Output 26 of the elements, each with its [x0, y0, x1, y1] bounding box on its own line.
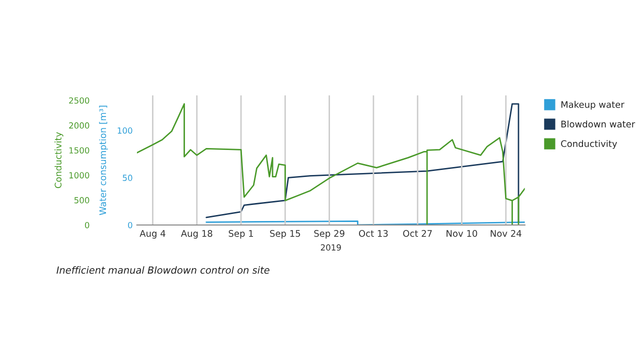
y-tick-label: 2500 — [69, 97, 90, 104]
y2-tick-label: 50 — [122, 174, 132, 181]
y-tick-label: 500 — [74, 197, 90, 204]
x-tick-label: Oct 27 — [403, 230, 432, 237]
y-tick-label: 1000 — [69, 172, 90, 178]
x-tick-label: Nov 10 — [446, 230, 478, 237]
x-tick-label: Sep 1 — [228, 230, 253, 239]
y-tick-label: 1500 — [69, 147, 90, 154]
x-axis-title: 2019 — [320, 244, 341, 251]
x-tick-label: Nov 24 — [490, 230, 522, 237]
legend-label: Conductivity — [561, 140, 618, 149]
y2-axis-title: Water consumption [m³] — [99, 106, 108, 216]
y2-tick-label: 100 — [118, 127, 132, 134]
y2-tick-label: 0 — [128, 222, 132, 228]
line-series — [136, 103, 525, 225]
legend-label: Blowdown water — [561, 120, 636, 128]
text: Inefficient manual Blowdown control on site — [56, 266, 270, 274]
x-tick-label: Oct 13 — [358, 230, 388, 237]
y-tick-label: 2000 — [69, 122, 90, 129]
x-tick-label: Aug 18 — [180, 230, 212, 239]
x-tick-label: Aug 4 — [140, 230, 166, 239]
x-tick-label: Sep 15 — [270, 230, 300, 239]
y-tick-label: 0 — [84, 222, 90, 228]
legend-label: Makeup water — [561, 100, 624, 110]
x-tick-label: Sep 29 — [314, 230, 344, 239]
y-axis-title: Conductivity — [54, 132, 64, 188]
